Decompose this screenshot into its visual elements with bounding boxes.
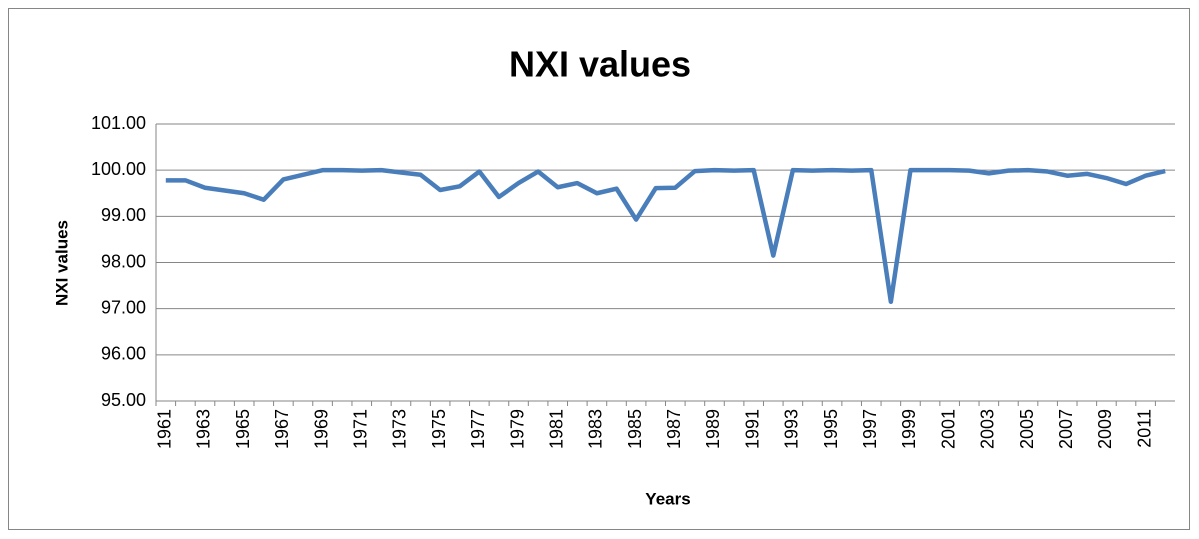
x-tick-label: 1997 — [860, 409, 880, 449]
x-tick-label: 1961 — [155, 409, 175, 449]
x-tick-label: 1989 — [703, 409, 723, 449]
x-tick-label: 1971 — [351, 409, 371, 449]
x-tick-label: 2007 — [1056, 409, 1076, 449]
y-tick-label: 97.00 — [101, 297, 146, 317]
x-tick-label: 1991 — [742, 409, 762, 449]
chart-border — [8, 8, 1190, 530]
x-tick-label: 1967 — [272, 409, 292, 449]
x-tick-label: 1969 — [311, 409, 331, 449]
x-tick-label: 1975 — [429, 409, 449, 449]
x-tick-label: 1981 — [546, 409, 566, 449]
y-tick-label: 100.00 — [91, 159, 146, 179]
x-tick-label: 2001 — [938, 409, 958, 449]
x-tick-label: 1983 — [586, 409, 606, 449]
x-tick-label: 2005 — [1017, 409, 1037, 449]
y-tick-label: 95.00 — [101, 390, 146, 410]
data-line — [165, 167, 1166, 304]
x-tick-label: 1979 — [507, 409, 527, 449]
chart-title: NXI values — [509, 44, 691, 85]
x-tick-label: 1999 — [899, 409, 919, 449]
x-tick-label: 1993 — [782, 409, 802, 449]
y-tick-label: 101.00 — [91, 113, 146, 133]
y-tick-label: 96.00 — [101, 344, 146, 364]
x-tick-label: 1973 — [390, 409, 410, 449]
x-tick-label: 1995 — [821, 409, 841, 449]
x-tick-label: 2009 — [1095, 409, 1115, 449]
y-axis-title: NXI values — [52, 220, 71, 306]
y-tick-label: 98.00 — [101, 251, 146, 271]
x-tick-label: 2003 — [978, 409, 998, 449]
x-tick-label: 1985 — [625, 409, 645, 449]
x-tick-label: 1965 — [233, 409, 253, 449]
x-tick-label: 1987 — [664, 409, 684, 449]
x-axis-title: Years — [645, 489, 690, 508]
x-tick-label: 2011 — [1134, 409, 1154, 448]
x-tick-label: 1963 — [194, 409, 214, 449]
y-tick-label: 99.00 — [101, 205, 146, 225]
x-tick-label: 1977 — [468, 409, 488, 449]
